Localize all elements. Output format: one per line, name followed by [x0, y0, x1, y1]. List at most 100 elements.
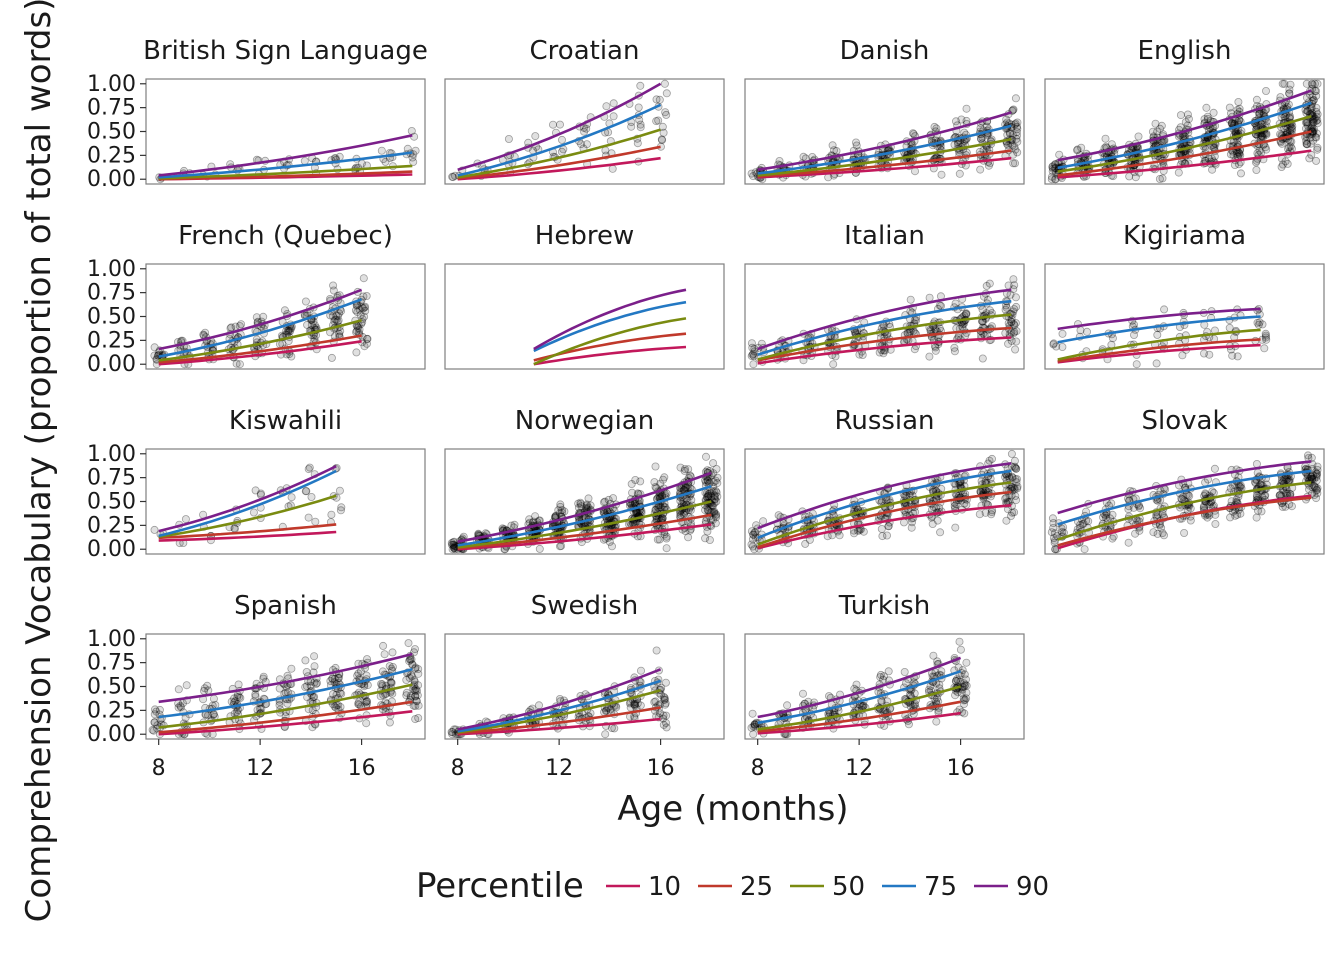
x-tick-label: 12 [845, 756, 873, 781]
data-point [1252, 95, 1261, 104]
y-tick-label: 0.75 [87, 466, 136, 491]
data-point [1007, 336, 1016, 345]
data-point [176, 703, 185, 712]
data-point [602, 102, 611, 111]
data-point [680, 466, 689, 475]
data-point [555, 509, 564, 518]
y-tick-label: 0.50 [87, 490, 136, 515]
facet-label: Danish [840, 36, 930, 66]
data-point [747, 527, 756, 536]
data-point [409, 157, 418, 166]
data-point [748, 350, 757, 359]
data-point [1184, 115, 1193, 124]
data-point [1010, 120, 1019, 129]
data-point [1252, 122, 1261, 131]
panel-russian: Russian [744, 406, 1025, 555]
data-point [1313, 110, 1322, 119]
data-point [1157, 121, 1166, 130]
data-point [1124, 494, 1133, 503]
panel-border [444, 448, 725, 555]
data-point [1312, 91, 1321, 100]
data-point [982, 281, 991, 290]
data-point [1049, 164, 1058, 173]
data-point [363, 681, 372, 690]
panel-content [533, 288, 687, 366]
data-point [351, 306, 360, 315]
data-point [1307, 150, 1316, 159]
data-point [1148, 127, 1157, 136]
data-point [925, 685, 934, 694]
data-point [987, 507, 996, 516]
data-point [1107, 499, 1116, 508]
data-point [1281, 489, 1290, 498]
data-point [362, 671, 371, 680]
data-point [661, 699, 670, 708]
data-point [988, 454, 997, 463]
data-point [330, 702, 339, 711]
data-point [1205, 500, 1214, 509]
data-point [659, 711, 668, 720]
data-point [962, 310, 971, 319]
data-point [931, 346, 940, 355]
data-point [1226, 513, 1235, 522]
data-point [1277, 476, 1286, 485]
data-point [884, 522, 893, 531]
percentile-90-line [1057, 460, 1312, 515]
data-point [936, 528, 945, 537]
data-point [303, 320, 312, 329]
data-point [1010, 305, 1019, 314]
data-point [1010, 485, 1019, 494]
data-point [907, 523, 916, 532]
y-tick-label: 0.25 [87, 328, 136, 353]
data-point [859, 527, 868, 536]
data-point [414, 665, 423, 674]
data-point [230, 524, 239, 533]
data-point [1307, 453, 1316, 462]
data-point [1009, 329, 1018, 338]
data-point [1012, 327, 1021, 336]
data-point [551, 512, 560, 521]
data-point [411, 692, 420, 701]
data-point [952, 117, 961, 126]
data-point [335, 486, 344, 495]
data-point [1312, 476, 1321, 485]
percentile-25-line [457, 513, 712, 550]
data-point [935, 503, 944, 512]
percentile-10-line [1057, 343, 1261, 364]
data-point [402, 691, 411, 700]
data-point [410, 676, 419, 685]
data-point [1312, 112, 1321, 121]
data-point [255, 704, 264, 713]
data-point [1012, 134, 1021, 143]
data-point [352, 326, 361, 335]
data-point [1284, 100, 1293, 109]
data-point [556, 502, 565, 511]
data-point [1261, 333, 1270, 342]
data-point [150, 718, 159, 727]
y-tick-label: 1.00 [87, 627, 136, 652]
data-point [1050, 529, 1059, 538]
data-point [1307, 124, 1316, 133]
data-point [582, 140, 591, 149]
data-point [1312, 471, 1321, 480]
data-point [710, 498, 719, 507]
data-point [387, 678, 396, 687]
data-point [1308, 123, 1317, 132]
data-point [577, 502, 586, 511]
data-point [507, 521, 516, 530]
data-point [1226, 150, 1235, 159]
panel-english: English [1044, 36, 1325, 185]
data-point [251, 692, 260, 701]
data-point [1012, 464, 1021, 473]
data-point [633, 699, 642, 708]
data-point [909, 130, 918, 139]
percentile-50-line [757, 481, 1012, 546]
data-point [1261, 331, 1270, 340]
data-point [937, 170, 946, 179]
data-point [1005, 128, 1014, 137]
data-point [311, 517, 320, 526]
data-point [204, 711, 213, 720]
data-point [1303, 118, 1312, 127]
data-point [702, 492, 711, 501]
data-point [1308, 93, 1317, 102]
